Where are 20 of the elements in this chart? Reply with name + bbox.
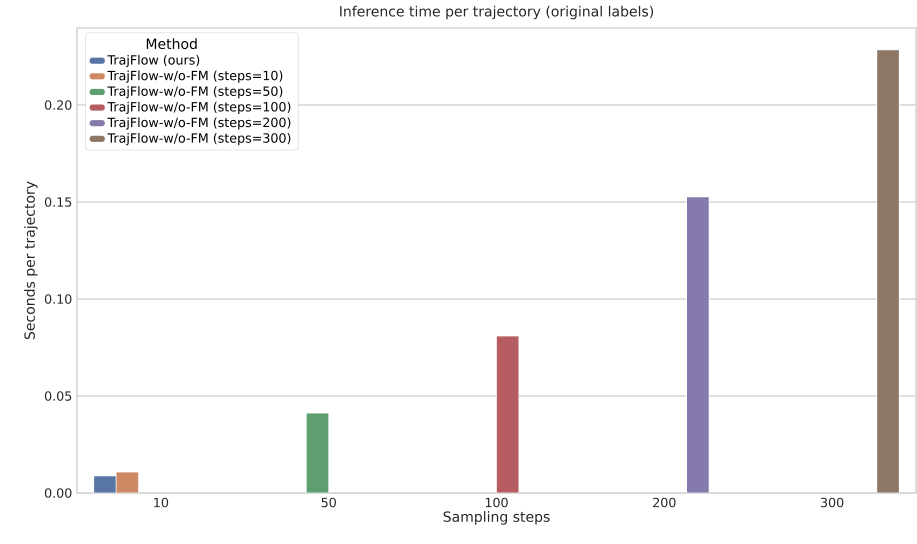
y-tick-label: 0.00 (44, 488, 72, 498)
legend-label: TrajFlow-w/o-FM (steps=100) (107, 102, 290, 114)
chart-title: Inference time per trajectory (original labels) (340, 6, 654, 20)
y-tick-label: 0.05 (44, 391, 72, 401)
y-tick-label: 0.15 (44, 197, 72, 207)
legend-label: TrajFlow-w/o-FM (steps=200) (107, 117, 290, 130)
legend-label: TrajFlow (ours) (107, 54, 200, 68)
x-axis-title: Sampling steps (444, 511, 550, 525)
x-tick-label: 100 (486, 498, 508, 508)
x-tick-label: 10 (154, 498, 168, 508)
x-tick-label: 300 (820, 498, 844, 508)
legend-title: Method (146, 38, 197, 50)
x-tick-label: 50 (322, 498, 336, 508)
y-axis-title: Seconds per trajectory (24, 181, 38, 340)
y-tick-label: 0.20 (44, 100, 72, 110)
legend-label: TrajFlow-w/o-FM (steps=300) (107, 133, 290, 146)
x-tick-label: 200 (653, 498, 676, 508)
y-tick-label: 0.10 (44, 294, 72, 304)
legend-label: TrajFlow-w/o-FM (steps=10) (107, 70, 282, 83)
legend-label: TrajFlow-w/o-FM (steps=50) (107, 86, 282, 98)
